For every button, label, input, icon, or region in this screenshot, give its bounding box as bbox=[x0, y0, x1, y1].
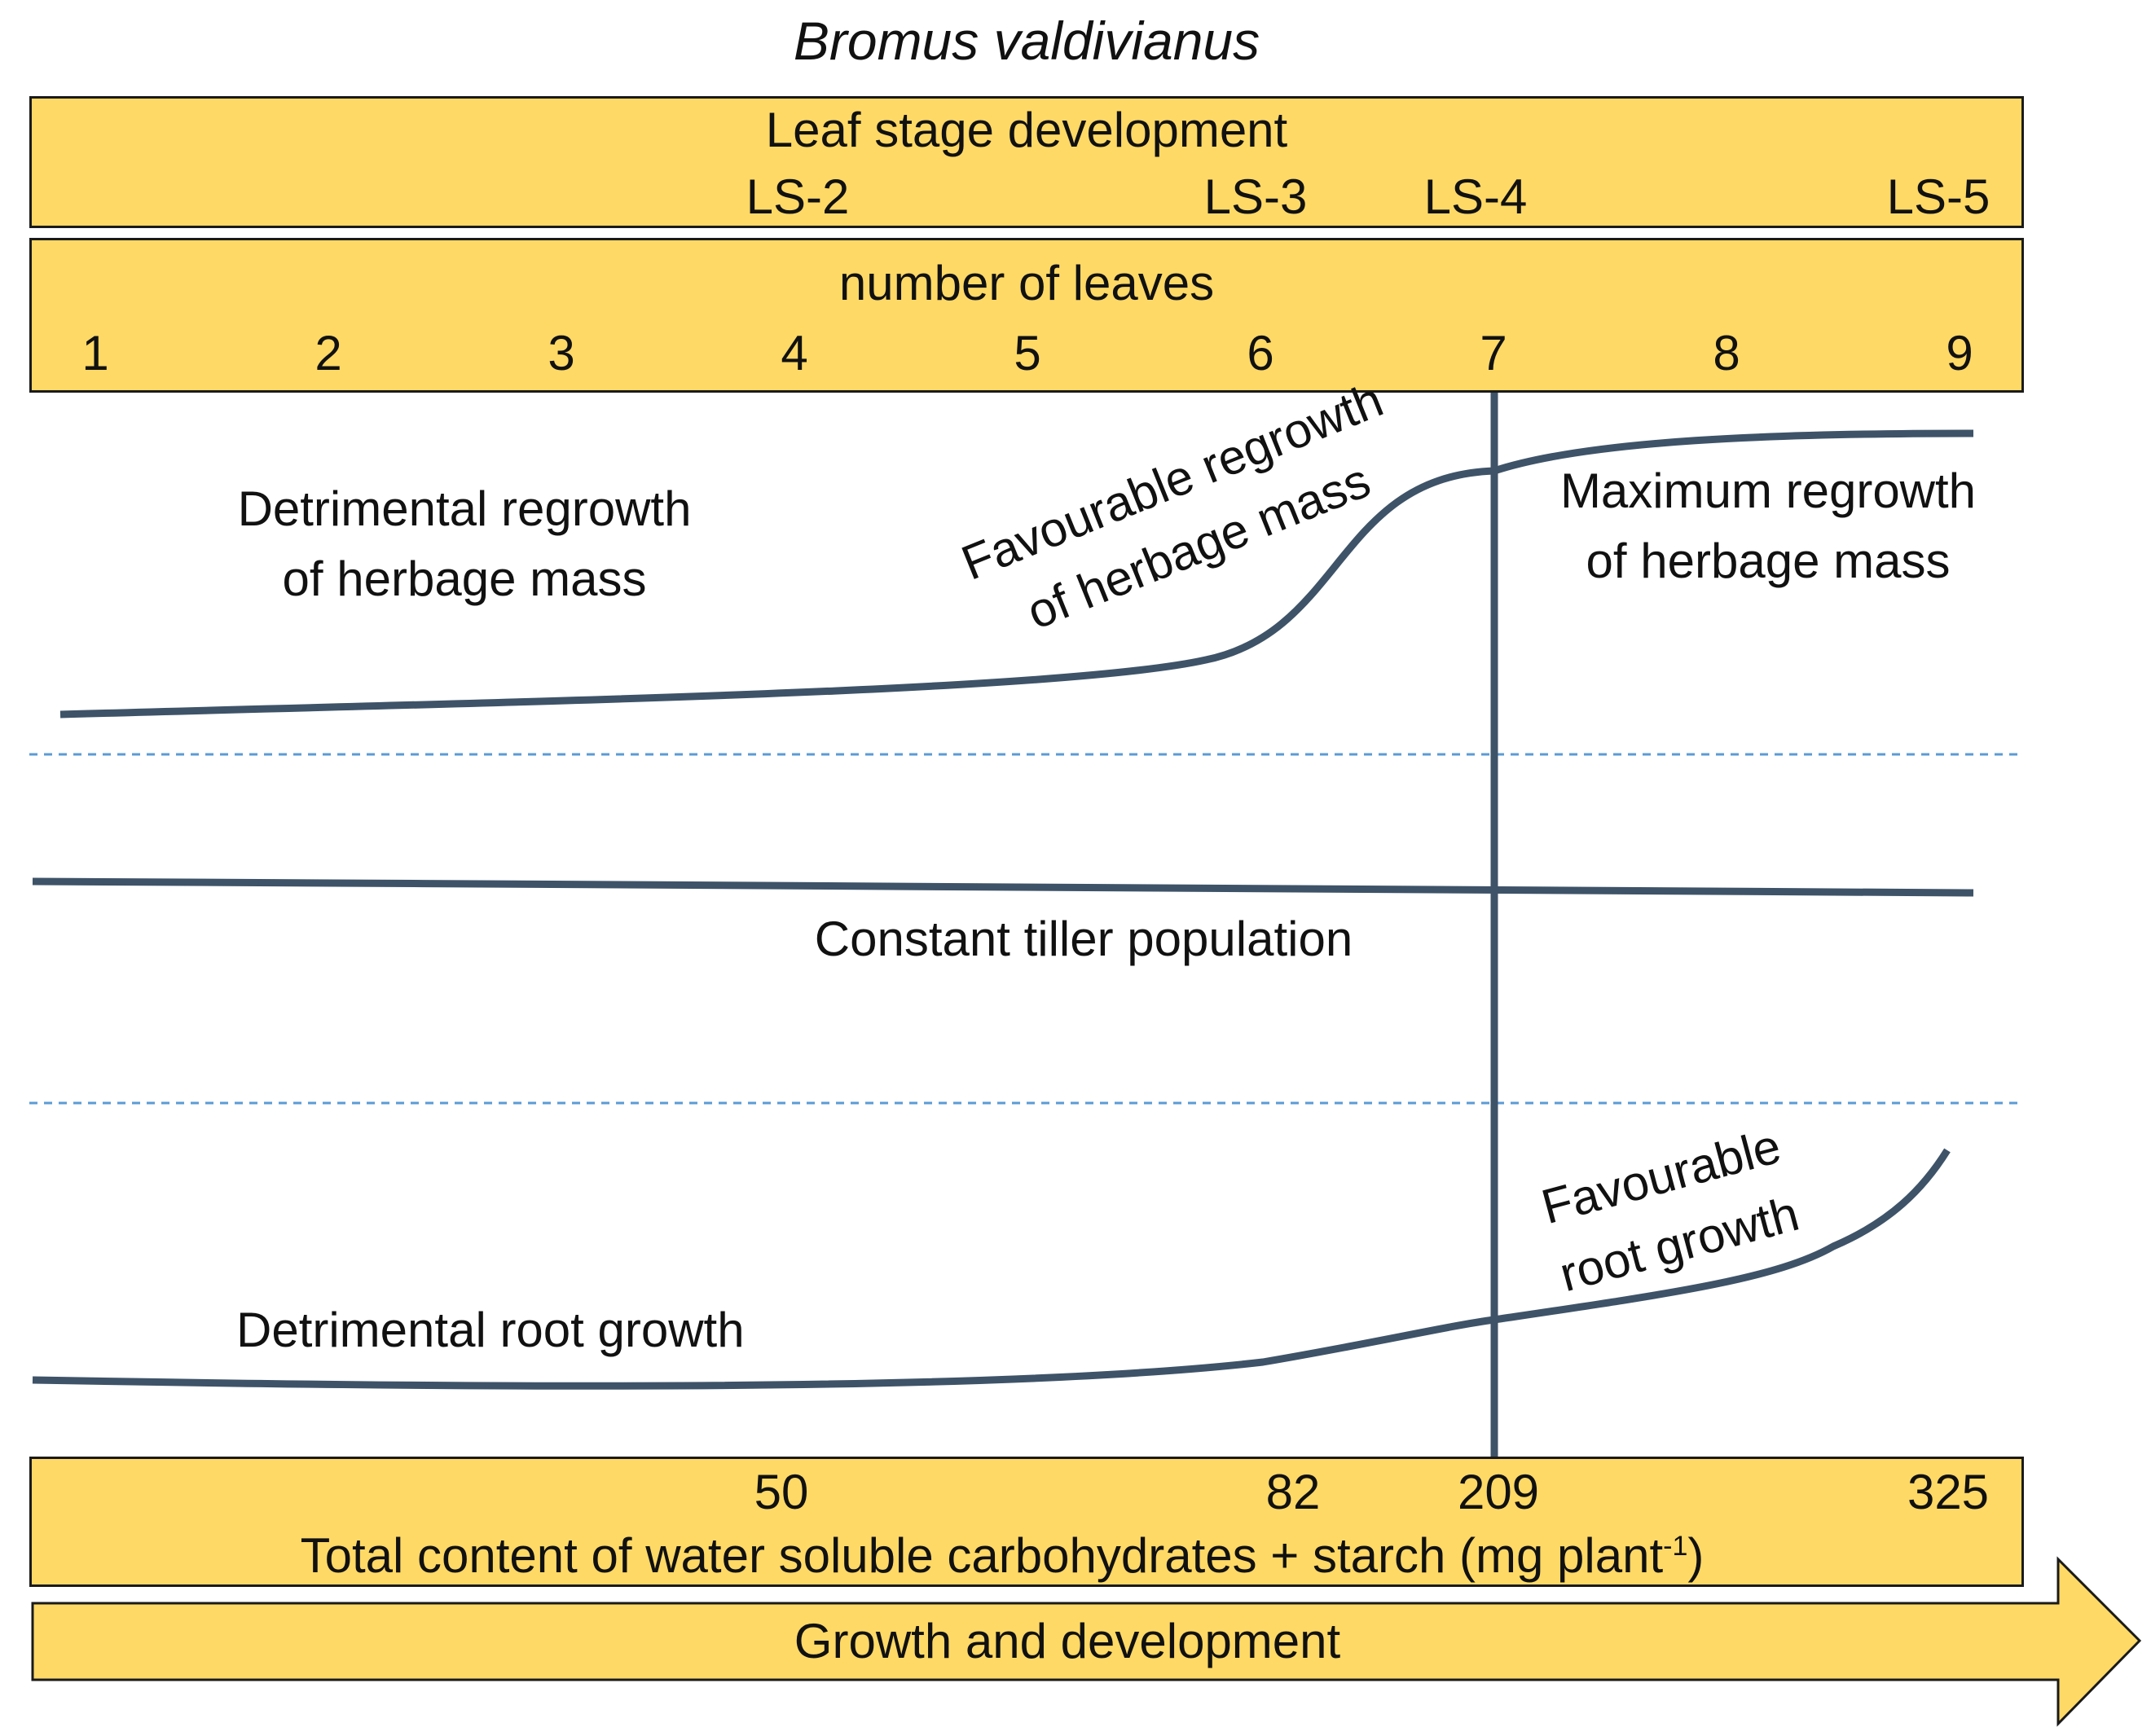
detrimental-root-label: Detrimental root growth bbox=[236, 1303, 745, 1357]
root-growth-curve bbox=[32, 1148, 1951, 1390]
herbage-regrowth-curve bbox=[59, 429, 1974, 719]
leaf-count-9: 9 bbox=[1946, 326, 1973, 380]
carbohydrate-value-82: 82 bbox=[1265, 1465, 1321, 1519]
leaf-count-5: 5 bbox=[1014, 326, 1041, 380]
leaf-stage-band: Leaf stage development LS-2 LS-3 LS-4 LS… bbox=[29, 96, 2024, 228]
detrimental-herbage-line2: of herbage mass bbox=[282, 552, 647, 606]
maximum-herbage-line2: of herbage mass bbox=[1586, 534, 1951, 588]
leaf-count-2: 2 bbox=[315, 326, 342, 380]
carbohydrate-value-50: 50 bbox=[754, 1465, 809, 1519]
leaf-count-4: 4 bbox=[781, 326, 808, 380]
growth-arrow bbox=[31, 1556, 2142, 1727]
leaf-stage-ls2: LS-2 bbox=[746, 169, 850, 224]
leaf-stage-ls4: LS-4 bbox=[1423, 169, 1528, 224]
leaf-stage-ls5: LS-5 bbox=[1886, 169, 1990, 224]
leaf-count-6: 6 bbox=[1247, 326, 1274, 380]
maximum-herbage-label: Maximum regrowth of herbage mass bbox=[1507, 456, 2029, 596]
detrimental-herbage-label: Detrimental regrowth of herbage mass bbox=[187, 474, 741, 614]
leaf-count-3: 3 bbox=[548, 326, 575, 380]
carbohydrate-value-325: 325 bbox=[1907, 1465, 1990, 1519]
leaf-count-1: 1 bbox=[81, 326, 109, 380]
leaf-count-7: 7 bbox=[1480, 326, 1507, 380]
leaf-count-8: 8 bbox=[1713, 326, 1740, 380]
carbohydrate-label-superscript: -1 bbox=[1663, 1531, 1688, 1562]
leaf-stage-label: Leaf stage development bbox=[765, 103, 1288, 157]
maximum-herbage-line1: Maximum regrowth bbox=[1559, 464, 1977, 518]
growth-arrow-label: Growth and development bbox=[794, 1614, 1341, 1668]
carbohydrate-label-close: ) bbox=[1687, 1528, 1705, 1583]
carbohydrate-axis-label: Total content of water soluble carbohydr… bbox=[7, 1527, 1997, 1584]
tiller-population-line bbox=[32, 877, 1974, 897]
carbohydrate-band: 50 82 209 325 Total content of water sol… bbox=[29, 1457, 2024, 1587]
leaf-count-band: number of leaves 1 2 3 4 5 6 7 8 9 bbox=[29, 238, 2024, 393]
tiller-population-label: Constant tiller population bbox=[814, 912, 1353, 966]
leaf-count-label: number of leaves bbox=[838, 256, 1215, 310]
diagram-title: Bromus valdivianus bbox=[793, 11, 1260, 71]
growth-arrow-shape bbox=[31, 1556, 2142, 1727]
detrimental-herbage-line1: Detrimental regrowth bbox=[237, 481, 692, 536]
carbohydrate-value-209: 209 bbox=[1457, 1465, 1540, 1519]
leaf-stage-ls3: LS-3 bbox=[1203, 169, 1308, 224]
carbohydrate-label-text: Total content of water soluble carbohydr… bbox=[300, 1528, 1664, 1583]
